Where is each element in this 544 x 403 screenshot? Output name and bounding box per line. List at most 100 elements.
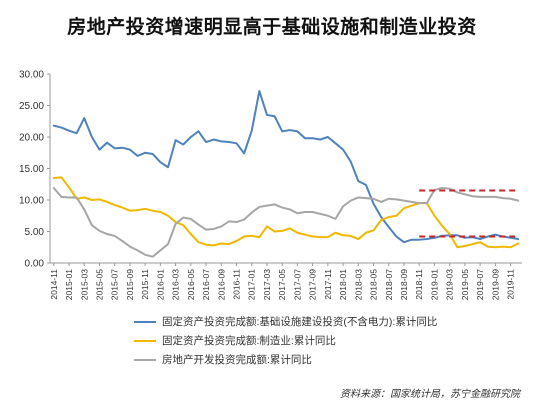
data-point [76, 197, 78, 199]
x-tick-label: 2017-11 [323, 269, 333, 300]
data-point [281, 207, 283, 209]
data-point [327, 236, 329, 238]
data-point [274, 115, 276, 117]
data-point [129, 149, 131, 151]
legend-swatch [134, 339, 156, 342]
data-point [99, 230, 101, 232]
data-point [517, 243, 519, 245]
data-point [297, 131, 299, 133]
data-point [358, 197, 360, 199]
legend-label: 固定资产投资完成额:制造业:累计同比 [162, 335, 336, 347]
data-point [228, 243, 230, 245]
data-point [472, 195, 474, 197]
y-tick-label: 15.00 [19, 164, 44, 175]
x-tick-label: 2016-05 [186, 269, 196, 300]
data-point [327, 215, 329, 217]
data-point [129, 210, 131, 212]
data-point [441, 187, 443, 189]
x-tick-label: 2015-11 [140, 269, 150, 300]
data-point [266, 114, 268, 116]
data-point [61, 196, 63, 198]
data-point [418, 202, 420, 204]
data-point [297, 232, 299, 234]
data-point [182, 224, 184, 226]
data-point [122, 207, 124, 209]
data-point [259, 236, 261, 238]
data-point [274, 231, 276, 233]
y-tick-label: 10.00 [19, 196, 44, 207]
data-point [167, 243, 169, 245]
data-point [304, 234, 306, 236]
data-point [426, 202, 428, 204]
x-tick-label: 2014-11 [49, 269, 59, 300]
y-tick-label: 5.00 [25, 227, 45, 238]
data-point [160, 250, 162, 252]
data-point [144, 254, 146, 256]
x-tick-label: 2016-09 [216, 269, 226, 300]
data-point [388, 216, 390, 218]
data-point [114, 204, 116, 206]
legend-swatch [134, 320, 156, 323]
data-point [91, 136, 93, 138]
data-point [144, 152, 146, 154]
data-point [479, 241, 481, 243]
data-point [205, 229, 207, 231]
data-point [91, 224, 93, 226]
data-point [182, 217, 184, 219]
x-tick-label: 2019-11 [506, 269, 516, 300]
data-point [266, 205, 268, 207]
data-point [205, 141, 207, 143]
data-point [350, 200, 352, 202]
data-point [297, 212, 299, 214]
data-point [335, 218, 337, 220]
y-tick-label: 30.00 [19, 70, 44, 81]
data-point [137, 209, 139, 211]
data-point [495, 234, 497, 236]
data-point [350, 235, 352, 237]
data-point [319, 139, 321, 141]
x-tick-label: 2018-07 [384, 269, 394, 300]
data-point [495, 196, 497, 198]
data-point [335, 143, 337, 145]
data-point [251, 130, 253, 132]
data-point [396, 236, 398, 238]
data-point [190, 218, 192, 220]
data-point [76, 132, 78, 134]
data-point [160, 161, 162, 163]
data-point [182, 144, 184, 146]
x-tick-label: 2016-03 [171, 269, 181, 300]
data-point [517, 238, 519, 240]
data-point [418, 239, 420, 241]
x-tick-label: 2017-05 [277, 269, 287, 300]
data-point [319, 213, 321, 215]
data-point [61, 177, 63, 179]
y-tick-label: 20.00 [19, 133, 44, 144]
data-point [479, 196, 481, 198]
data-point [53, 177, 55, 179]
x-tick-label: 2019-07 [475, 269, 485, 300]
data-point [122, 240, 124, 242]
data-point [517, 200, 519, 202]
data-point [91, 199, 93, 201]
data-point [396, 199, 398, 201]
x-tick-label: 2018-09 [399, 269, 409, 300]
data-point [487, 246, 489, 248]
data-point [236, 143, 238, 145]
data-point [373, 198, 375, 200]
data-point [342, 234, 344, 236]
data-point [456, 246, 458, 248]
data-point [456, 234, 458, 236]
data-point [358, 180, 360, 182]
x-tick-label: 2017-01 [247, 269, 257, 300]
data-point [198, 241, 200, 243]
data-point [266, 226, 268, 228]
y-tick-label: 0.00 [25, 259, 45, 270]
data-point [403, 200, 405, 202]
x-tick-label: 2016-07 [201, 269, 211, 300]
x-tick-label: 2015-05 [94, 269, 104, 300]
data-point [228, 221, 230, 223]
data-point [380, 216, 382, 218]
data-point [358, 238, 360, 240]
x-tick-label: 2016-01 [155, 269, 165, 300]
series-line-2 [52, 176, 520, 249]
